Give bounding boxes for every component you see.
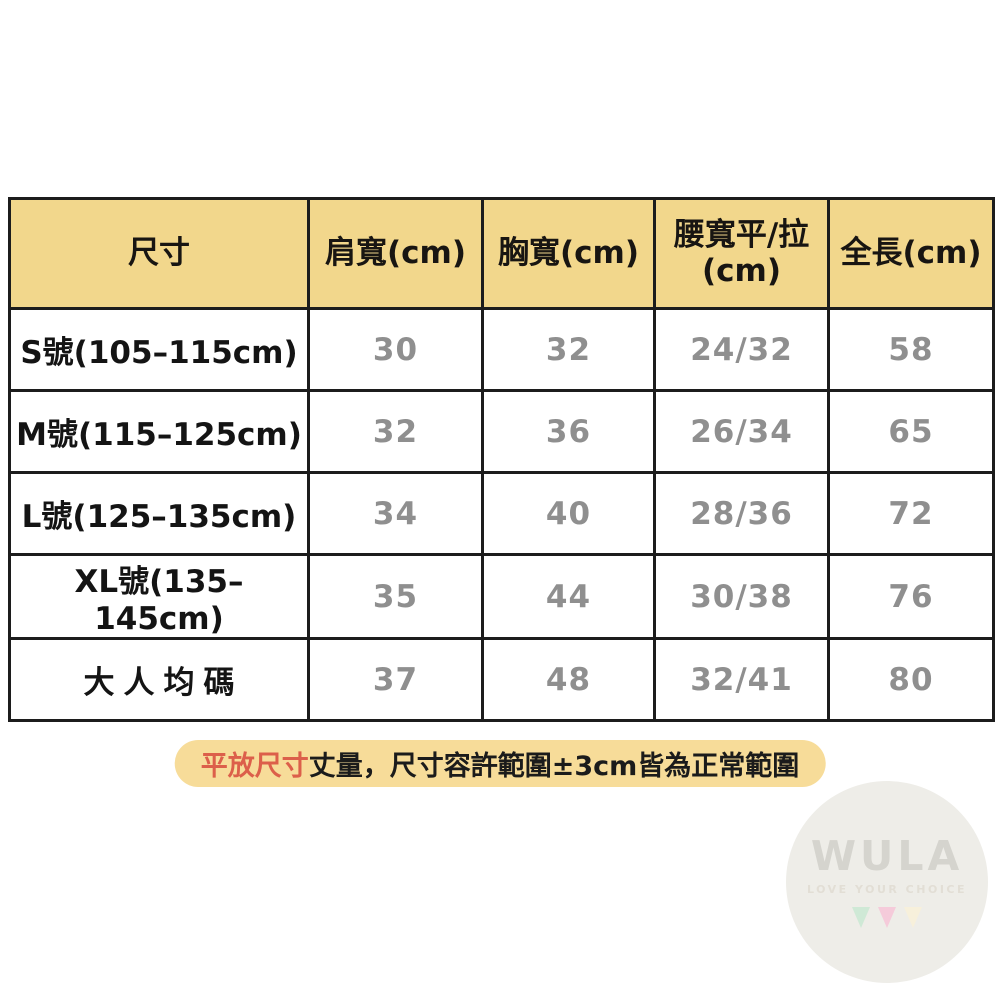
triangle-cream-icon <box>904 907 922 928</box>
measurement-note: 平放尺寸 丈量，尺寸容許範圍±3cm皆為正常範圍 <box>174 740 826 787</box>
header-size: 尺寸 <box>8 197 310 310</box>
cell-m-waist: 26/34 <box>653 389 830 474</box>
cell-adult-length: 80 <box>827 637 995 722</box>
cell-adult-shoulder: 37 <box>307 637 484 722</box>
table-row-s: S號(105–115cm) 30 32 24/32 58 <box>8 307 995 392</box>
triangle-green-icon <box>852 907 870 928</box>
header-length: 全長(cm) <box>827 197 995 310</box>
brand-logo-text: WULA <box>810 832 964 880</box>
cell-l-shoulder: 34 <box>307 471 484 556</box>
table-header-row: 尺寸 肩寬(cm) 胸寬(cm) 腰寬平/拉 (cm) 全長(cm) <box>8 197 995 310</box>
cell-l-length: 72 <box>827 471 995 556</box>
row-label-adult: 大人均碼 <box>8 637 310 722</box>
cell-xl-chest: 44 <box>481 553 656 640</box>
table-row-adult: 大人均碼 37 48 32/41 80 <box>8 637 995 722</box>
cell-m-shoulder: 32 <box>307 389 484 474</box>
row-label-m: M號(115–125cm) <box>8 389 310 474</box>
table-row-m: M號(115–125cm) 32 36 26/34 65 <box>8 389 995 474</box>
table-row-xl: XL號(135–145cm) 35 44 30/38 76 <box>8 553 995 640</box>
header-chest: 胸寬(cm) <box>481 197 656 310</box>
cell-s-length: 58 <box>827 307 995 392</box>
cell-xl-length: 76 <box>827 553 995 640</box>
cell-adult-chest: 48 <box>481 637 656 722</box>
note-highlight-text: 平放尺寸 <box>200 751 309 782</box>
table-row-l: L號(125–135cm) 34 40 28/36 72 <box>8 471 995 556</box>
brand-watermark: WULA LOVE YOUR CHOICE <box>786 781 988 983</box>
row-label-xl: XL號(135–145cm) <box>8 553 310 640</box>
cell-m-length: 65 <box>827 389 995 474</box>
brand-triangles-icon <box>852 907 922 928</box>
cell-s-waist: 24/32 <box>653 307 830 392</box>
triangle-pink-icon <box>878 907 896 928</box>
cell-adult-waist: 32/41 <box>653 637 830 722</box>
header-waist: 腰寬平/拉 (cm) <box>653 197 830 310</box>
header-shoulder: 肩寬(cm) <box>307 197 484 310</box>
brand-tagline: LOVE YOUR CHOICE <box>807 883 967 896</box>
cell-xl-shoulder: 35 <box>307 553 484 640</box>
cell-l-chest: 40 <box>481 471 656 556</box>
row-label-s: S號(105–115cm) <box>8 307 310 392</box>
cell-s-chest: 32 <box>481 307 656 392</box>
cell-l-waist: 28/36 <box>653 471 830 556</box>
note-body-text: 丈量，尺寸容許範圍±3cm皆為正常範圍 <box>308 751 800 782</box>
size-chart-table: 尺寸 肩寬(cm) 胸寬(cm) 腰寬平/拉 (cm) 全長(cm) S號(10… <box>8 197 995 722</box>
cell-xl-waist: 30/38 <box>653 553 830 640</box>
cell-s-shoulder: 30 <box>307 307 484 392</box>
cell-m-chest: 36 <box>481 389 656 474</box>
row-label-l: L號(125–135cm) <box>8 471 310 556</box>
